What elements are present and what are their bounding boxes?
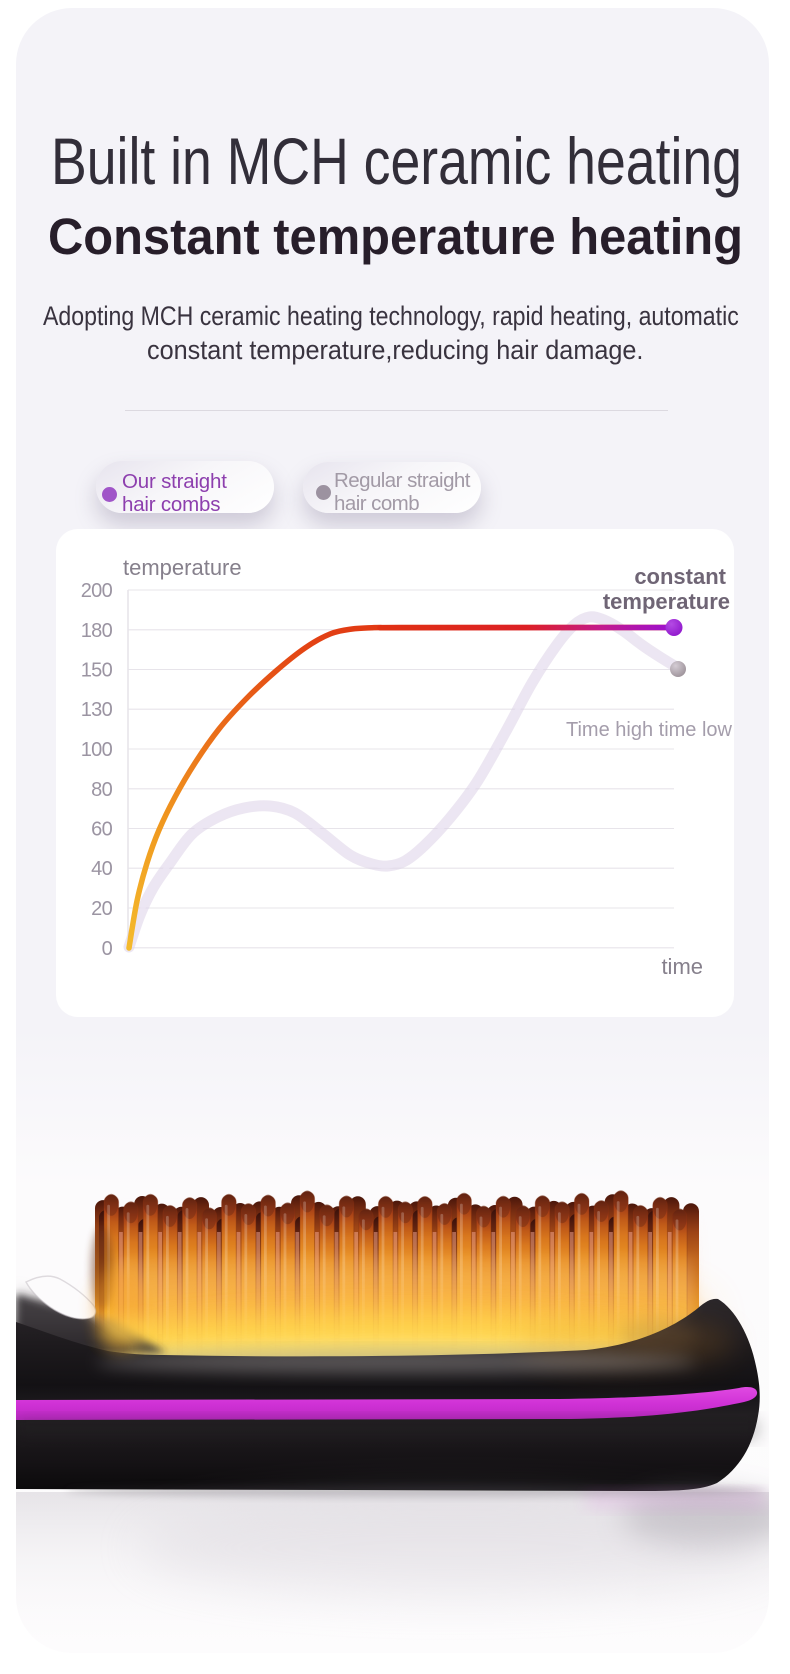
svg-text:time: time — [661, 954, 703, 979]
svg-text:Time high time low: Time high time low — [566, 719, 733, 741]
svg-text:40: 40 — [91, 858, 112, 880]
svg-text:150: 150 — [81, 660, 113, 682]
svg-text:temperature: temperature — [123, 555, 242, 580]
svg-text:130: 130 — [81, 699, 113, 721]
svg-text:0: 0 — [102, 938, 113, 960]
svg-text:100: 100 — [81, 739, 113, 761]
svg-text:80: 80 — [91, 779, 112, 801]
svg-text:20: 20 — [91, 898, 112, 920]
svg-text:180: 180 — [81, 620, 113, 642]
svg-text:200: 200 — [81, 580, 113, 602]
svg-text:60: 60 — [91, 819, 112, 841]
svg-text:temperature: temperature — [603, 589, 730, 614]
svg-text:constant: constant — [634, 564, 726, 589]
